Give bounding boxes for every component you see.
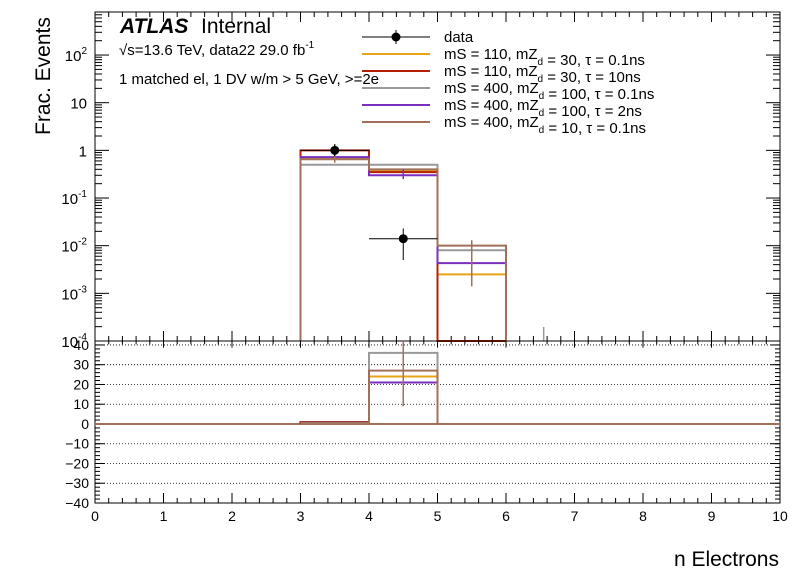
x-tick-label: 10 [772,508,788,524]
legend-entry: mS = 400, mZd = 100, τ = 0.1ns [444,80,654,103]
data-point [330,145,340,155]
internal-label: Internal [201,15,271,38]
atlas-label: ATLAS [119,15,188,38]
y-tick-label: 102 [65,46,88,65]
x-tick-label: 8 [639,508,647,524]
data-point [398,234,408,244]
x-tick-label: 0 [91,508,99,524]
legend-entry: mS = 400, mZd = 10, τ = 0.1ns [444,114,646,137]
legend-entry: mS = 110, mZd = 30, τ = 0.1ns [444,46,645,69]
y-tick-label: −40 [65,495,89,511]
y-tick-label: 10 [70,96,87,113]
y-tick-label: −10 [65,436,89,452]
y-tick-label: 30 [73,357,89,373]
y-tick-label: 10-2 [61,237,87,256]
y-tick-label: −30 [65,475,89,491]
y-tick-label: 40 [73,337,89,353]
energy-line: √s=13.6 TeV, data22 29.0 fb-1 [119,40,315,59]
y-tick-label: 10-3 [61,284,87,303]
x-tick-label: 7 [571,508,579,524]
x-tick-label: 5 [434,508,442,524]
legend-entry: mS = 400, mZd = 100, τ = 2ns [444,97,642,120]
selection-label: 1 matched el, 1 DV w/m > 5 GeV, >=2e [119,71,379,88]
y-axis-label: Frac. Events [32,17,55,135]
legend-entry: mS = 110, mZd = 30, τ = 10ns [444,63,641,86]
y-tick-label: 10-1 [61,189,87,208]
x-tick-label: 2 [228,508,236,524]
legend-entry: data [444,29,474,46]
ratio-panel: 0 1 2 3 4 5 6 7 8 9 10 40 30 20 10 0 −10 −20 −30 −40 [65,337,788,524]
legend-marker [391,32,401,42]
y-tick-label: 10 [73,396,89,412]
y-tick-label: 1 [79,143,87,160]
x-tick-label: 3 [297,508,305,524]
x-tick-label: 4 [365,508,373,524]
x-tick-label: 1 [160,508,168,524]
y-tick-label: 0 [81,416,89,432]
x-tick-label: 6 [502,508,510,524]
x-tick-label: 9 [708,508,716,524]
top-panel: 10-4 10-3 10-2 10-1 1 10 102 [61,11,781,351]
signal-histogram [299,158,507,341]
y-tick-label: −20 [65,455,89,471]
y-tick-label: 10-4 [61,332,87,351]
x-axis-label: n Electrons [674,548,779,571]
y-tick-label: 20 [73,376,89,392]
